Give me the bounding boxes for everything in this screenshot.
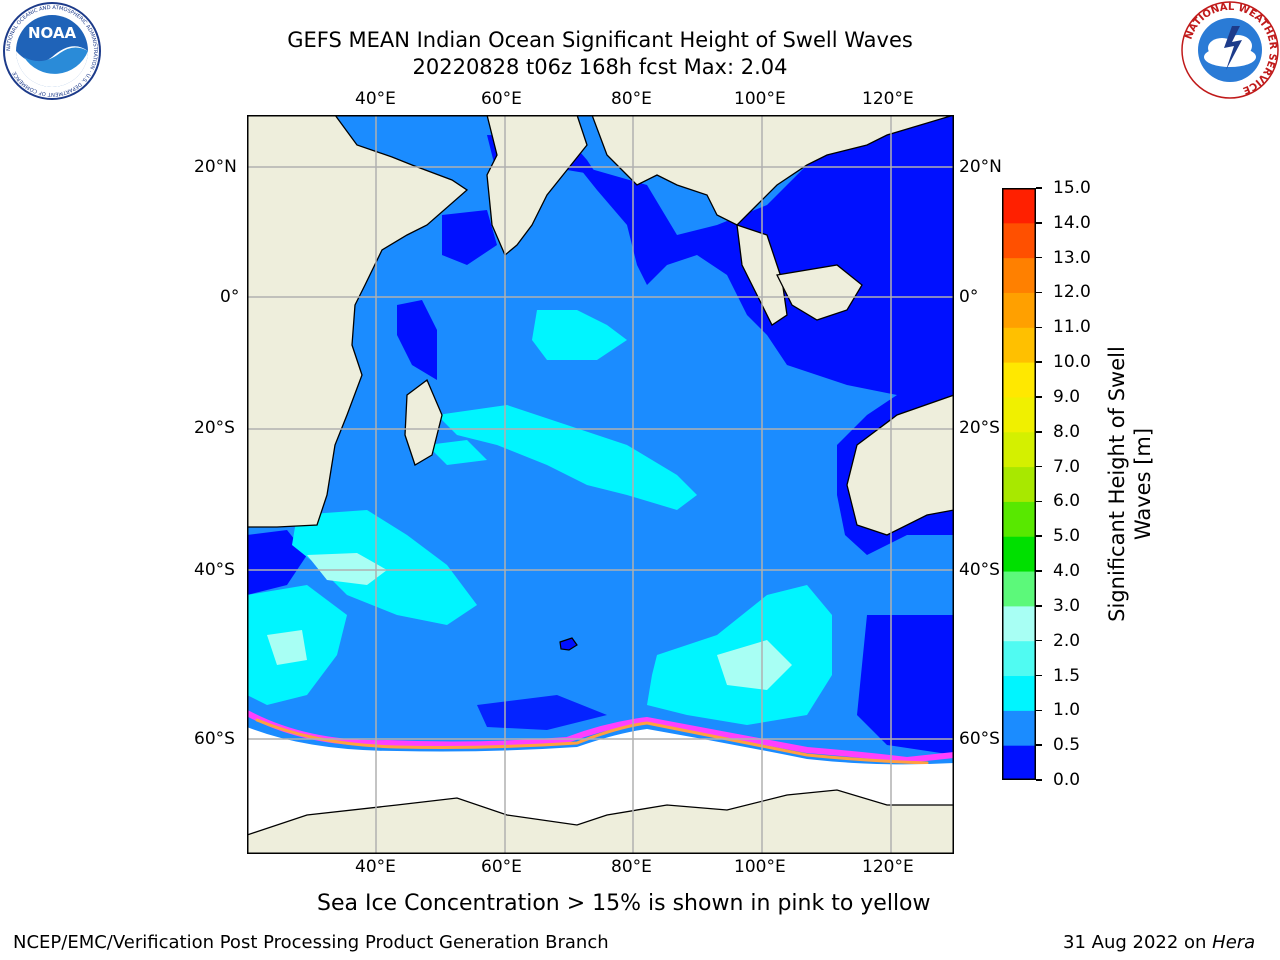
lon-label-bottom-60e: 60°E (481, 857, 522, 877)
graticule (247, 115, 954, 854)
lon-label-bottom-120e: 120°E (862, 857, 914, 877)
colorbar-label-line1: Significant Height of Swell (1105, 346, 1129, 622)
kerguelen-island (559, 637, 578, 651)
lat-label-right-20n: 20°N (959, 157, 1002, 177)
colorbar-tick-label: 4.0 (1053, 561, 1081, 582)
colorbar-tick-label: 7.0 (1053, 456, 1081, 477)
colorbar-segment (1002, 745, 1036, 780)
lon-label-top-60e: 60°E (481, 89, 522, 109)
colorbar-tick-mark (1036, 500, 1042, 503)
colorbar-tick-label: 9.0 (1053, 386, 1081, 407)
sea-ice-caption: Sea Ice Concentration > 15% is shown in … (317, 891, 931, 916)
colorbar-tick-mark (1036, 709, 1042, 712)
colorbar-label-line2: Waves [m] (1131, 427, 1155, 541)
lat-label-left-20n: 20°N (194, 157, 237, 177)
colorbar-segment (1002, 466, 1036, 502)
colorbar-tick-mark (1036, 639, 1042, 642)
lat-label-left-60s: 60°S (194, 729, 235, 749)
lat-label-right-20s: 20°S (959, 418, 1000, 438)
colorbar-tick-mark (1036, 744, 1042, 746)
colorbar-tick-mark (1036, 222, 1042, 224)
colorbar-tick-label: 13.0 (1053, 247, 1091, 268)
swell-high-regions (267, 553, 792, 690)
colorbar-segment (1002, 675, 1036, 711)
colorbar-tick-mark (1036, 674, 1042, 677)
colorbar-tick-label: 6.0 (1053, 491, 1081, 512)
lat-label-left-40s: 40°S (194, 560, 235, 580)
colorbar-tick-mark (1036, 779, 1042, 781)
nws-logo: NATIONAL WEATHER SERVICE (1181, 1, 1279, 99)
colorbar-tick-mark (1036, 535, 1042, 537)
colorbar-tick-mark (1036, 361, 1042, 363)
lon-label-bottom-40e: 40°E (355, 857, 396, 877)
colorbar-segment (1002, 257, 1036, 293)
colorbar-tick-label: 5.0 (1053, 526, 1081, 547)
lat-label-right-60s: 60°S (959, 729, 1000, 749)
lon-label-bottom-100e: 100°E (734, 857, 786, 877)
lon-label-top-40e: 40°E (355, 89, 396, 109)
lon-label-bottom-80e: 80°E (611, 857, 652, 877)
colorbar-tick-mark (1036, 256, 1042, 259)
colorbar-segment (1002, 431, 1036, 468)
colorbar-tick-label: 11.0 (1053, 317, 1091, 338)
colorbar-segment (1002, 640, 1036, 677)
colorbar-tick-mark (1036, 431, 1042, 433)
colorbar-tick-mark (1036, 605, 1042, 607)
colorbar-tick-mark (1036, 291, 1042, 294)
colorbar-segment (1002, 710, 1036, 746)
colorbar-tick-label: 1.5 (1053, 665, 1081, 686)
footer-host: Hera (1212, 932, 1256, 953)
lat-label-right-0: 0° (959, 287, 979, 307)
lat-label-left-20s: 20°S (194, 418, 235, 438)
colorbar-segment (1002, 536, 1036, 572)
colorbar-segment (1002, 396, 1036, 433)
noaa-logo: NOAA NATIONAL OCEANIC AND ATMOSPHERIC AD… (3, 2, 101, 100)
map-title: GEFS MEAN Indian Ocean Significant Heigh… (287, 28, 913, 52)
colorbar-segment (1002, 501, 1036, 537)
sea-ice-edge (247, 710, 954, 765)
colorbar (1002, 188, 1036, 780)
colorbar-segment (1002, 362, 1036, 398)
colorbar-tick-label: 8.0 (1053, 421, 1081, 442)
map-subtitle: 20220828 t06z 168h fcst Max: 2.04 (412, 55, 788, 79)
colorbar-border (1002, 188, 1036, 780)
colorbar-segment (1002, 292, 1036, 328)
colorbar-segment (1002, 188, 1036, 224)
lon-label-top-120e: 120°E (862, 89, 914, 109)
colorbar-segment (1002, 327, 1036, 363)
colorbar-tick-label: 14.0 (1053, 212, 1091, 233)
noaa-logo-text: NOAA (28, 24, 77, 42)
colorbar-tick-label: 1.0 (1053, 700, 1081, 721)
footer-date: 31 Aug 2022 on Hera (1063, 933, 1255, 953)
colorbar-tick-label: 0.0 (1053, 770, 1081, 790)
colorbar-tick-label: 15.0 (1053, 178, 1091, 198)
colorbar-tick-mark (1036, 187, 1042, 189)
lon-label-top-80e: 80°E (611, 89, 652, 109)
swell-height-map (247, 115, 954, 854)
land-areas (247, 115, 954, 854)
colorbar-segment (1002, 571, 1036, 607)
colorbar-tick-label: 0.5 (1053, 735, 1081, 756)
colorbar-tick-mark (1036, 570, 1042, 572)
colorbar-tick-label: 2.0 (1053, 630, 1081, 651)
colorbar-tick-label: 3.0 (1053, 595, 1081, 616)
lat-label-left-0: 0° (220, 287, 240, 307)
colorbar-tick-mark (1036, 465, 1042, 468)
colorbar-tick-mark (1036, 326, 1042, 329)
lon-label-top-100e: 100°E (734, 89, 786, 109)
colorbar-tick-mark (1036, 396, 1042, 398)
footer-date-text: 31 Aug 2022 on (1063, 932, 1213, 953)
colorbar-segment (1002, 222, 1036, 259)
colorbar-tick-label: 10.0 (1053, 352, 1091, 373)
colorbar-label: Significant Height of Swell Waves [m] (1104, 304, 1156, 664)
footer-credit: NCEP/EMC/Verification Post Processing Pr… (13, 932, 609, 953)
colorbar-segment (1002, 605, 1036, 642)
lat-label-right-40s: 40°S (959, 560, 1000, 580)
colorbar-tick-label: 12.0 (1053, 282, 1091, 303)
